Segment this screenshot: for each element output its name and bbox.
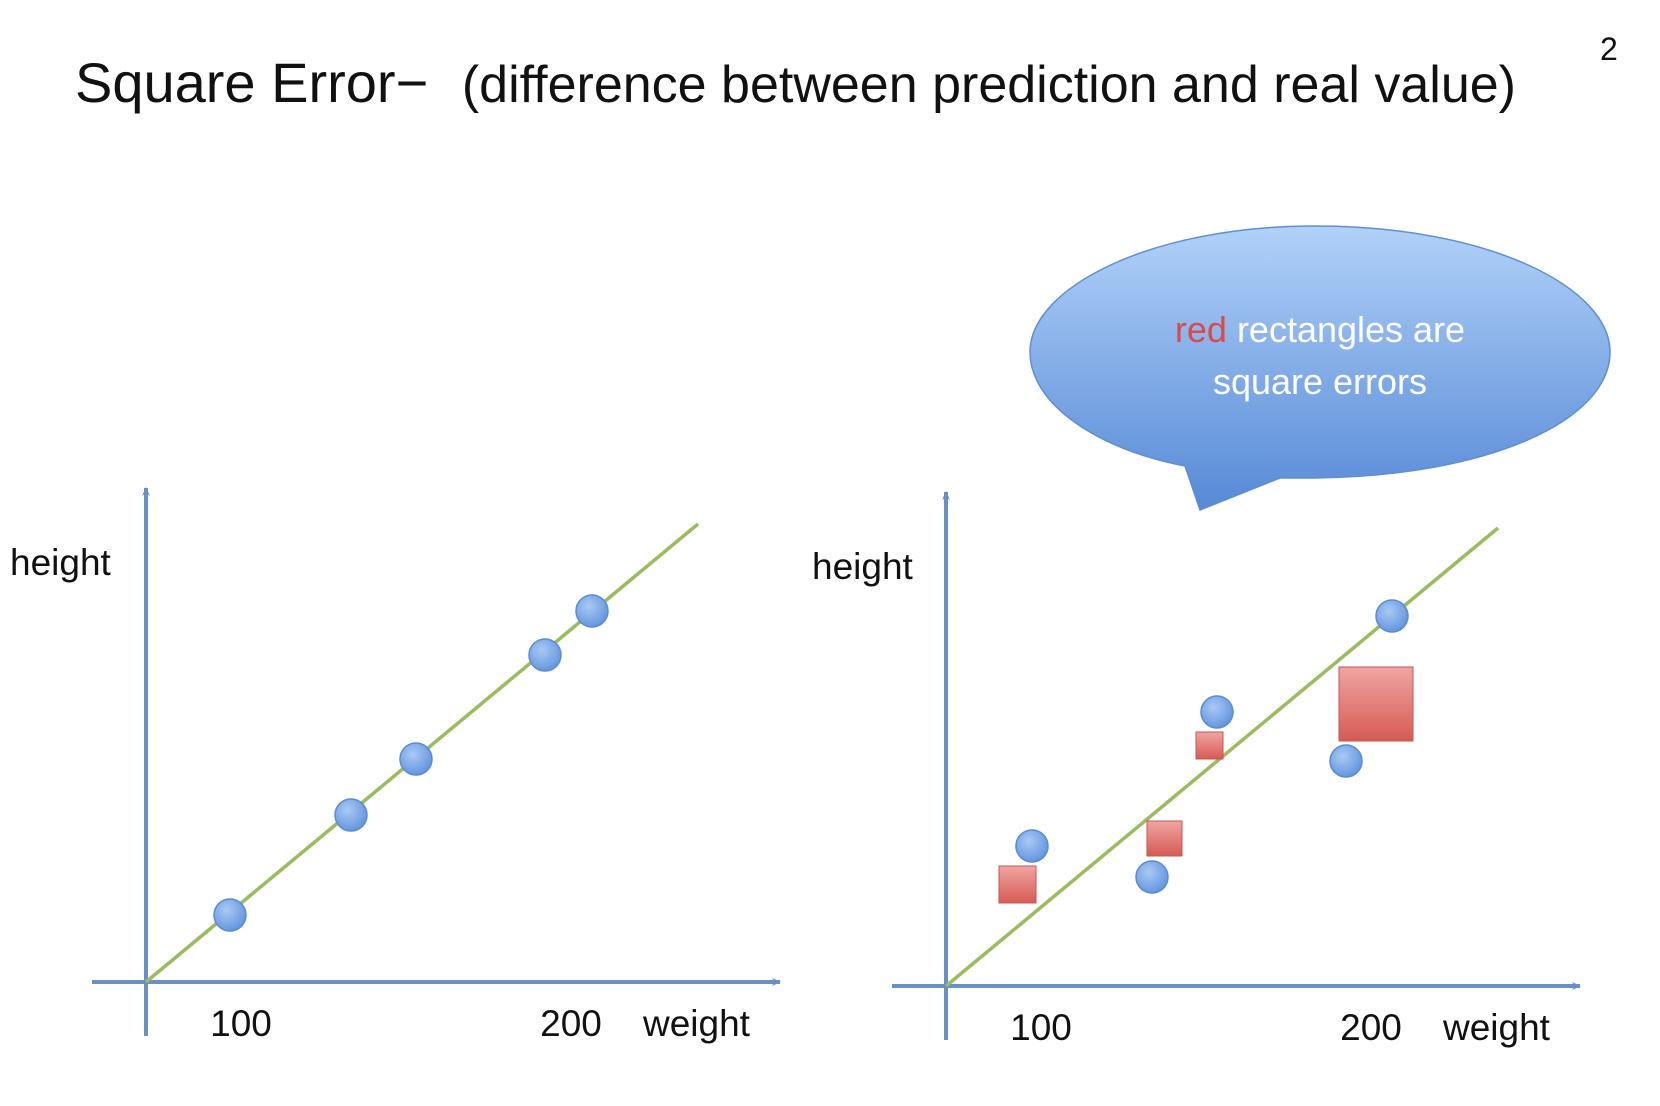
callout-text-line2: square errors — [1213, 361, 1427, 402]
plot-right: height 100 200 weight — [812, 491, 1581, 1048]
data-point — [1375, 599, 1409, 633]
square-error — [1195, 731, 1224, 760]
data-point — [1329, 744, 1363, 778]
y-axis-label: height — [812, 546, 914, 587]
data-point — [1015, 829, 1049, 863]
x-tick-label: 100 — [1010, 1007, 1072, 1048]
callout-line1-rest: rectangles are — [1227, 309, 1465, 350]
data-point — [1135, 860, 1169, 894]
data-point — [1200, 695, 1234, 729]
callout-bubble: red rectangles are square errors — [1029, 225, 1611, 511]
plot-left: height 100 200 weight — [10, 487, 781, 1044]
title-main: Square Error− — [75, 51, 428, 114]
x-axis-label: weight — [1442, 1007, 1551, 1048]
x-tick-label: 200 — [540, 1003, 602, 1044]
y-axis-label: height — [10, 542, 112, 583]
x-tick-label: 200 — [1340, 1007, 1402, 1048]
square-error — [998, 865, 1037, 904]
data-point — [575, 594, 609, 628]
callout-highlight: red — [1175, 309, 1227, 350]
page-title: Square Error− (difference between predic… — [75, 51, 1516, 114]
x-axis-label: weight — [642, 1003, 751, 1044]
x-tick-label: 100 — [210, 1003, 272, 1044]
callout-shape — [1029, 225, 1611, 511]
data-point — [399, 742, 433, 776]
data-point — [334, 798, 368, 832]
title-paren: (difference between prediction and real … — [462, 56, 1516, 114]
square-error — [1338, 666, 1414, 742]
data-point — [213, 898, 247, 932]
callout-text-line1: red rectangles are — [1175, 309, 1465, 350]
title-exponent: 2 — [1600, 31, 1618, 67]
square-error — [1146, 820, 1183, 857]
data-point — [528, 638, 562, 672]
